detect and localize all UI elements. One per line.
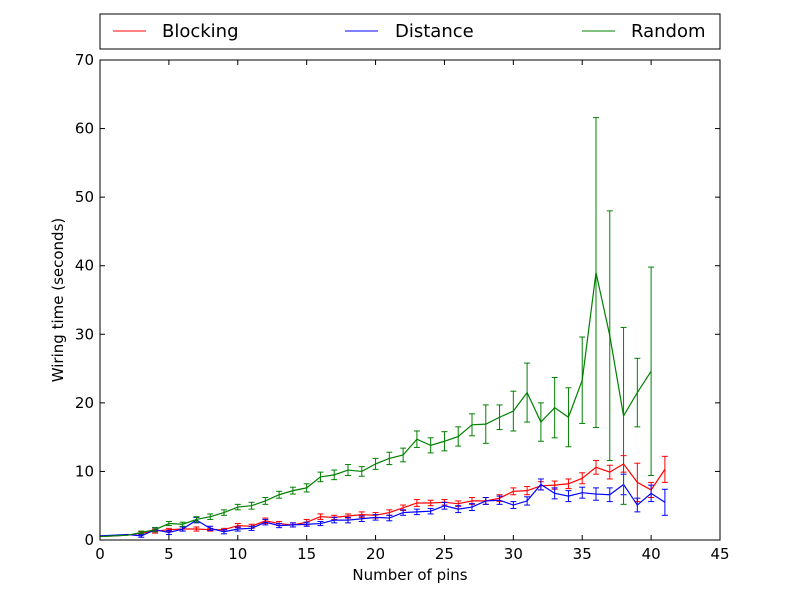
x-tick-label-25: 25 [435, 545, 454, 563]
plot-frame [99, 59, 721, 541]
x-tick-label-20: 20 [366, 545, 385, 563]
axes-layer: 0 5 10 15 20 25 30 35 40 45 0 10 20 30 40 50 60 70 [75, 51, 730, 563]
y-tick-label-20: 20 [75, 394, 94, 412]
x-tick-label-40: 40 [642, 545, 661, 563]
x-tick-label-0: 0 [95, 545, 105, 563]
y-axis-title: Wiring time (seconds) [49, 218, 67, 382]
x-tick-label-30: 30 [504, 545, 523, 563]
x-tick-label-35: 35 [573, 545, 592, 563]
y-tick-label-60: 60 [75, 120, 94, 138]
series-layer [99, 117, 668, 538]
series-line-blocking [99, 463, 666, 538]
x-tick-label-15: 15 [297, 545, 316, 563]
series-random [99, 117, 655, 538]
series-line-distance [99, 483, 666, 537]
x-axis-title: Number of pins [352, 566, 467, 584]
y-tick-label-10: 10 [75, 462, 94, 480]
y-tick-label-70: 70 [75, 51, 94, 69]
legend-label-random: Random [631, 21, 706, 42]
x-tick-label-5: 5 [164, 545, 174, 563]
y-tick-label-0: 0 [84, 531, 94, 549]
x-tick-label-45: 45 [710, 545, 729, 563]
legend: Blocking Distance Random [99, 13, 721, 50]
y-tick-label-40: 40 [75, 257, 94, 275]
legend-label-distance: Distance [395, 21, 474, 42]
x-tick-label-10: 10 [228, 545, 247, 563]
series-line-random [99, 272, 652, 538]
y-tick-label-50: 50 [75, 188, 94, 206]
legend-label-blocking: Blocking [162, 21, 239, 42]
y-tick-label-30: 30 [75, 325, 94, 343]
legend-box [99, 13, 721, 50]
